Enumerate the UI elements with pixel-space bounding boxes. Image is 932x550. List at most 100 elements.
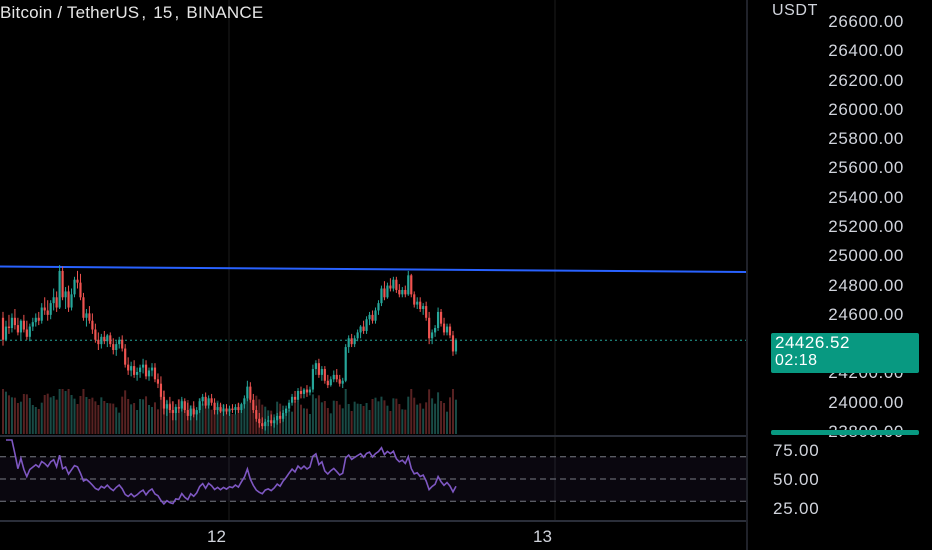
candle-body xyxy=(365,319,368,331)
lower-price-marker xyxy=(771,430,919,435)
candle-body xyxy=(16,325,19,333)
candle-body xyxy=(386,285,389,298)
volume-bar xyxy=(40,402,43,434)
current-price-value: 24426.52 xyxy=(775,333,850,352)
candle-body xyxy=(234,407,237,411)
price-axis-label: 25800.00 xyxy=(828,129,904,149)
candle-body xyxy=(395,279,398,290)
candle-body xyxy=(25,329,28,337)
volume-bar xyxy=(31,405,34,434)
candle-body xyxy=(82,297,85,318)
volume-bar xyxy=(195,411,198,434)
candle-body xyxy=(55,297,58,308)
candlestick-series xyxy=(1,265,458,431)
volume-bar xyxy=(118,412,121,434)
candle-body xyxy=(329,379,332,386)
volume-bar xyxy=(437,392,440,434)
volume-bar xyxy=(115,407,118,434)
volume-bar xyxy=(317,395,320,434)
volume-bar xyxy=(55,399,58,434)
volume-bar xyxy=(422,408,425,434)
price-axis-label: 24800.00 xyxy=(828,275,904,295)
symbol-title[interactable]: Bitcoin / TetherUS, 15, BINANCE xyxy=(0,3,264,22)
volume-bar xyxy=(326,408,329,434)
volume-bar xyxy=(308,414,311,434)
candle-body xyxy=(28,326,31,337)
current-price-tag: 24426.52 02:18 xyxy=(771,333,919,373)
candle-body xyxy=(141,364,145,368)
volume-bar xyxy=(291,411,294,434)
candle-body xyxy=(40,307,43,321)
candle-body xyxy=(255,410,258,419)
candle-body xyxy=(341,380,344,384)
candle-body xyxy=(109,335,112,345)
candle-body xyxy=(359,326,362,333)
candle-body xyxy=(213,402,216,411)
candle-body xyxy=(186,410,189,416)
candle-body xyxy=(368,314,371,320)
candle-body xyxy=(31,322,34,327)
volume-bar xyxy=(204,400,207,434)
volume-bar xyxy=(16,403,19,434)
volume-bar xyxy=(22,394,25,434)
candle-body xyxy=(61,270,64,298)
candle-body xyxy=(34,317,37,323)
price-axis-label: 26000.00 xyxy=(828,99,904,119)
candle-body xyxy=(37,317,40,321)
volume-bar xyxy=(225,408,228,434)
volume-bar xyxy=(451,389,454,434)
price-axis-label: 25600.00 xyxy=(828,158,904,178)
volume-bar xyxy=(49,397,52,434)
volume-bar xyxy=(410,389,413,434)
resistance-trendline[interactable] xyxy=(0,265,747,273)
volume-bar xyxy=(383,400,386,434)
candle-body xyxy=(252,399,255,411)
price-axis-label: 25000.00 xyxy=(828,246,904,266)
candle-body xyxy=(177,407,180,409)
price-axis-label: 26200.00 xyxy=(828,70,904,90)
candle-body xyxy=(270,420,273,424)
volume-bar xyxy=(213,406,216,434)
volume-bar xyxy=(300,404,302,434)
volume-bar xyxy=(201,403,204,434)
volume-bar xyxy=(413,397,416,434)
volume-bar xyxy=(440,401,443,434)
candle-body xyxy=(442,323,446,333)
candle-body xyxy=(305,389,309,393)
interval-label: 15 xyxy=(153,3,173,22)
volume-bar xyxy=(374,397,377,434)
candle-body xyxy=(362,326,365,331)
volume-bar xyxy=(97,405,100,434)
candle-body xyxy=(222,408,225,412)
candle-body xyxy=(64,291,67,298)
candle-body xyxy=(282,412,285,419)
bar-countdown: 02:18 xyxy=(775,352,818,369)
candle-body xyxy=(19,320,22,333)
candle-body xyxy=(207,398,210,406)
candle-body xyxy=(374,310,377,321)
volume-bar xyxy=(43,395,46,434)
volume-bar xyxy=(246,397,249,434)
volume-bar xyxy=(7,395,10,434)
candle-body xyxy=(344,347,347,381)
candle-body xyxy=(237,407,240,411)
volume-bar xyxy=(4,391,7,434)
volume-bar xyxy=(10,397,13,434)
volume-bar xyxy=(338,404,341,434)
volume-bar xyxy=(37,409,40,434)
volume-bar xyxy=(297,401,300,434)
candle-body xyxy=(106,335,109,342)
candle-body xyxy=(138,367,142,372)
candle-body xyxy=(401,289,404,295)
volume-bar xyxy=(76,404,79,434)
rsi-scale-label-75: 75.00 xyxy=(773,441,820,460)
candle-body xyxy=(445,326,449,333)
volume-bar xyxy=(103,401,106,434)
candle-body xyxy=(419,301,422,309)
candle-body xyxy=(350,338,353,345)
volume-bar xyxy=(159,389,162,434)
volume-bar xyxy=(165,400,168,434)
volume-bar xyxy=(362,406,365,434)
currency-label[interactable]: USDT xyxy=(772,2,818,19)
